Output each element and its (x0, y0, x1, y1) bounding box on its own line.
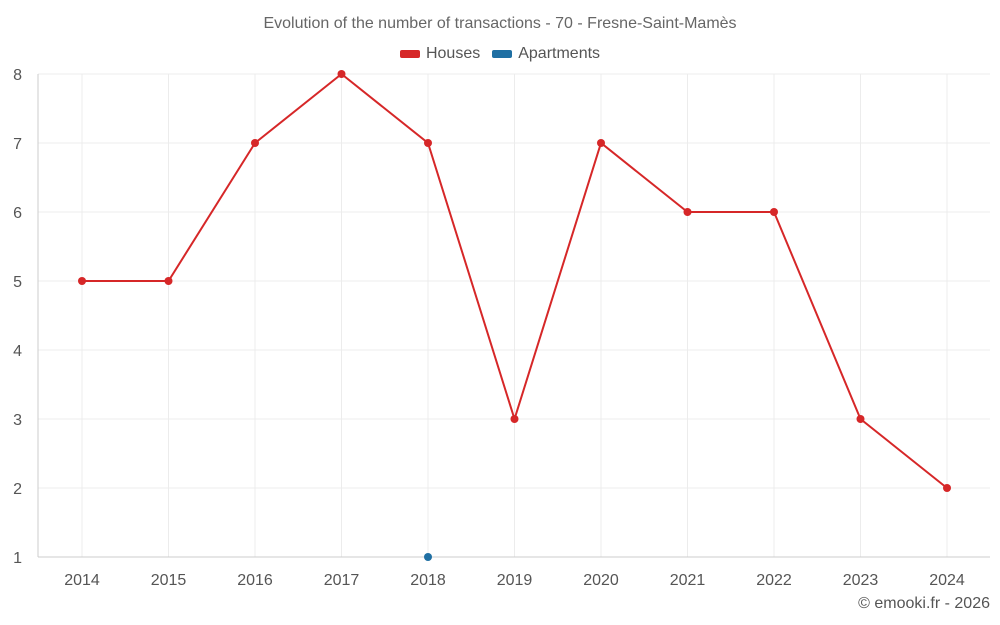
legend: Houses Apartments (0, 45, 1000, 63)
data-point-houses (856, 415, 865, 423)
x-tick-label: 2017 (324, 572, 360, 589)
x-tick-label: 2020 (583, 572, 619, 589)
y-tick-label: 1 (13, 550, 22, 567)
y-tick-label: 7 (13, 136, 22, 153)
y-tick-label: 2 (13, 481, 22, 498)
legend-label-houses: Houses (425, 45, 481, 62)
x-tick-label: 2016 (237, 572, 273, 589)
legend-item-apartments[interactable]: Apartments (492, 45, 600, 63)
data-point-houses (770, 208, 778, 216)
data-point-houses (510, 415, 519, 423)
x-tick-label: 2019 (497, 572, 533, 589)
y-tick-label: 8 (13, 67, 22, 84)
legend-swatch-houses (399, 50, 420, 58)
x-tick-label: 2015 (151, 572, 187, 589)
x-tick-label: 2024 (929, 572, 965, 589)
data-point-houses (337, 70, 346, 78)
data-point-houses (597, 139, 605, 147)
data-point-houses (683, 208, 692, 216)
data-point-houses (943, 484, 951, 492)
y-tick-label: 5 (13, 274, 22, 291)
x-tick-label: 2021 (670, 572, 706, 589)
x-tick-label: 2014 (64, 572, 100, 589)
data-point-houses (424, 139, 432, 147)
data-point-apartments (424, 553, 432, 561)
legend-swatch-apartments (492, 50, 513, 58)
x-tick-label: 2022 (756, 572, 792, 589)
y-tick-label: 3 (13, 412, 22, 429)
legend-item-houses[interactable]: Houses (399, 45, 481, 63)
y-tick-label: 6 (13, 205, 22, 222)
copyright-text: © emooki.fr - 2026 (858, 595, 990, 612)
y-tick-label: 4 (13, 343, 22, 360)
legend-label-apartments: Apartments (518, 45, 601, 62)
chart-title: Evolution of the number of transactions … (263, 15, 737, 32)
data-point-houses (251, 139, 259, 147)
x-tick-label: 2023 (843, 572, 879, 589)
data-point-houses (78, 277, 86, 285)
x-tick-label: 2018 (410, 572, 446, 589)
data-point-houses (164, 277, 173, 285)
